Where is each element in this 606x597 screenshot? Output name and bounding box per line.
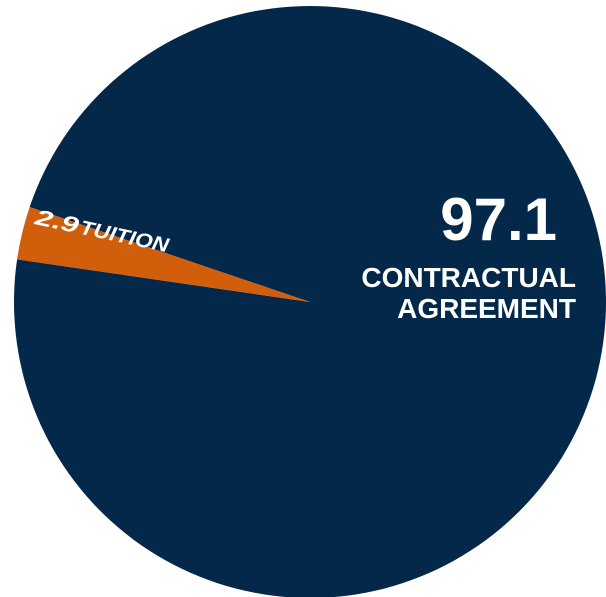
slice-category-contractual-line-2: AGREEMENT bbox=[397, 293, 576, 324]
slice-value-contractual: 97.1 bbox=[440, 186, 557, 253]
slice-category-contractual-line-1: CONTRACTUAL bbox=[361, 262, 576, 293]
